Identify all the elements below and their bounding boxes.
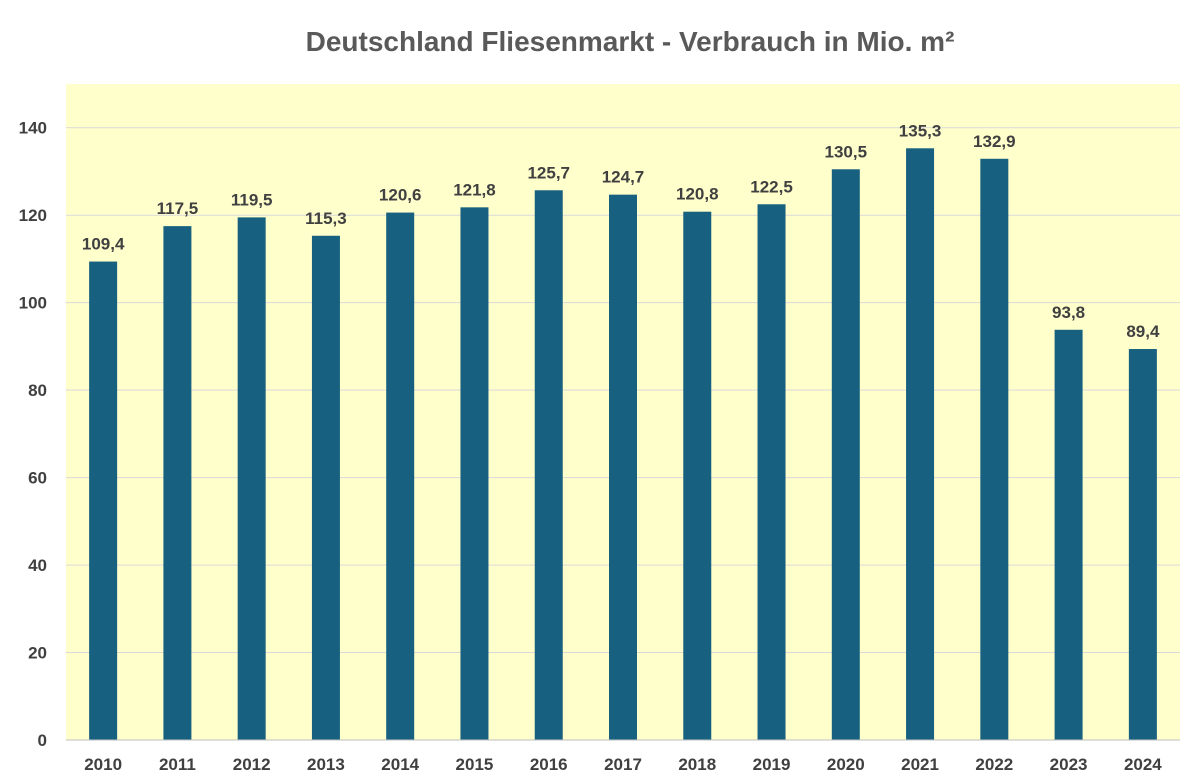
data-label: 109,4 bbox=[82, 235, 125, 254]
data-label: 93,8 bbox=[1052, 303, 1085, 322]
x-tick-label: 2015 bbox=[456, 755, 494, 774]
data-label: 117,5 bbox=[157, 199, 199, 218]
y-tick-label: 140 bbox=[19, 119, 47, 138]
bar bbox=[386, 212, 415, 741]
y-tick-label: 100 bbox=[19, 294, 47, 313]
x-axis-tick-labels: 2010 2011 2012 2013 2014 2015 2016 2017 2018 2019… bbox=[84, 755, 1162, 774]
x-tick-label: 2011 bbox=[159, 755, 196, 774]
bar bbox=[460, 207, 489, 740]
chart-title: Deutschland Fliesenmarkt - Verbrauch in … bbox=[305, 26, 955, 57]
x-tick-label: 2019 bbox=[753, 755, 791, 774]
bar bbox=[534, 190, 563, 741]
y-tick-label: 20 bbox=[28, 644, 47, 663]
bar bbox=[757, 204, 786, 740]
bar bbox=[683, 211, 712, 740]
data-label: 122,5 bbox=[750, 177, 793, 196]
x-tick-label: 2024 bbox=[1124, 755, 1162, 774]
bar bbox=[237, 217, 266, 741]
x-tick-label: 2016 bbox=[530, 755, 568, 774]
data-label: 124,7 bbox=[602, 168, 645, 187]
data-labels: 109,4 117,5 119,5 115,3 120,6 121,8 125,7 124,7… bbox=[82, 121, 1160, 341]
data-label: 135,3 bbox=[899, 121, 942, 140]
x-tick-label: 2020 bbox=[827, 755, 865, 774]
bar bbox=[311, 235, 340, 740]
x-tick-label: 2014 bbox=[381, 755, 419, 774]
x-tick-label: 2012 bbox=[233, 755, 271, 774]
x-tick-label: 2018 bbox=[678, 755, 716, 774]
bar bbox=[980, 158, 1009, 740]
data-label: 120,8 bbox=[676, 185, 719, 204]
y-tick-label: 80 bbox=[28, 381, 47, 400]
y-tick-label: 0 bbox=[38, 731, 47, 750]
x-tick-label: 2022 bbox=[975, 755, 1013, 774]
data-label: 89,4 bbox=[1126, 322, 1160, 341]
bar bbox=[831, 169, 860, 740]
x-tick-label: 2017 bbox=[604, 755, 642, 774]
data-label: 125,7 bbox=[527, 163, 570, 182]
y-tick-label: 60 bbox=[28, 469, 47, 488]
data-label: 115,3 bbox=[305, 209, 347, 228]
bar bbox=[1054, 329, 1083, 740]
x-tick-label: 2021 bbox=[901, 755, 939, 774]
bar bbox=[163, 226, 192, 741]
y-axis-tick-labels: 0 20 40 60 80 100 120 140 bbox=[19, 119, 47, 750]
data-label: 121,8 bbox=[453, 180, 496, 199]
bar bbox=[609, 194, 637, 741]
y-tick-label: 40 bbox=[28, 556, 47, 575]
bar bbox=[906, 148, 935, 741]
data-label: 132,9 bbox=[973, 132, 1016, 151]
data-label: 130,5 bbox=[825, 142, 868, 161]
y-tick-label: 120 bbox=[19, 206, 47, 225]
data-label: 120,6 bbox=[379, 186, 422, 205]
bar bbox=[89, 261, 118, 740]
bar bbox=[1128, 349, 1157, 740]
x-tick-label: 2023 bbox=[1050, 755, 1088, 774]
bars bbox=[89, 148, 1157, 741]
x-tick-label: 2010 bbox=[84, 755, 122, 774]
data-label: 119,5 bbox=[231, 190, 273, 209]
x-tick-label: 2013 bbox=[307, 755, 345, 774]
